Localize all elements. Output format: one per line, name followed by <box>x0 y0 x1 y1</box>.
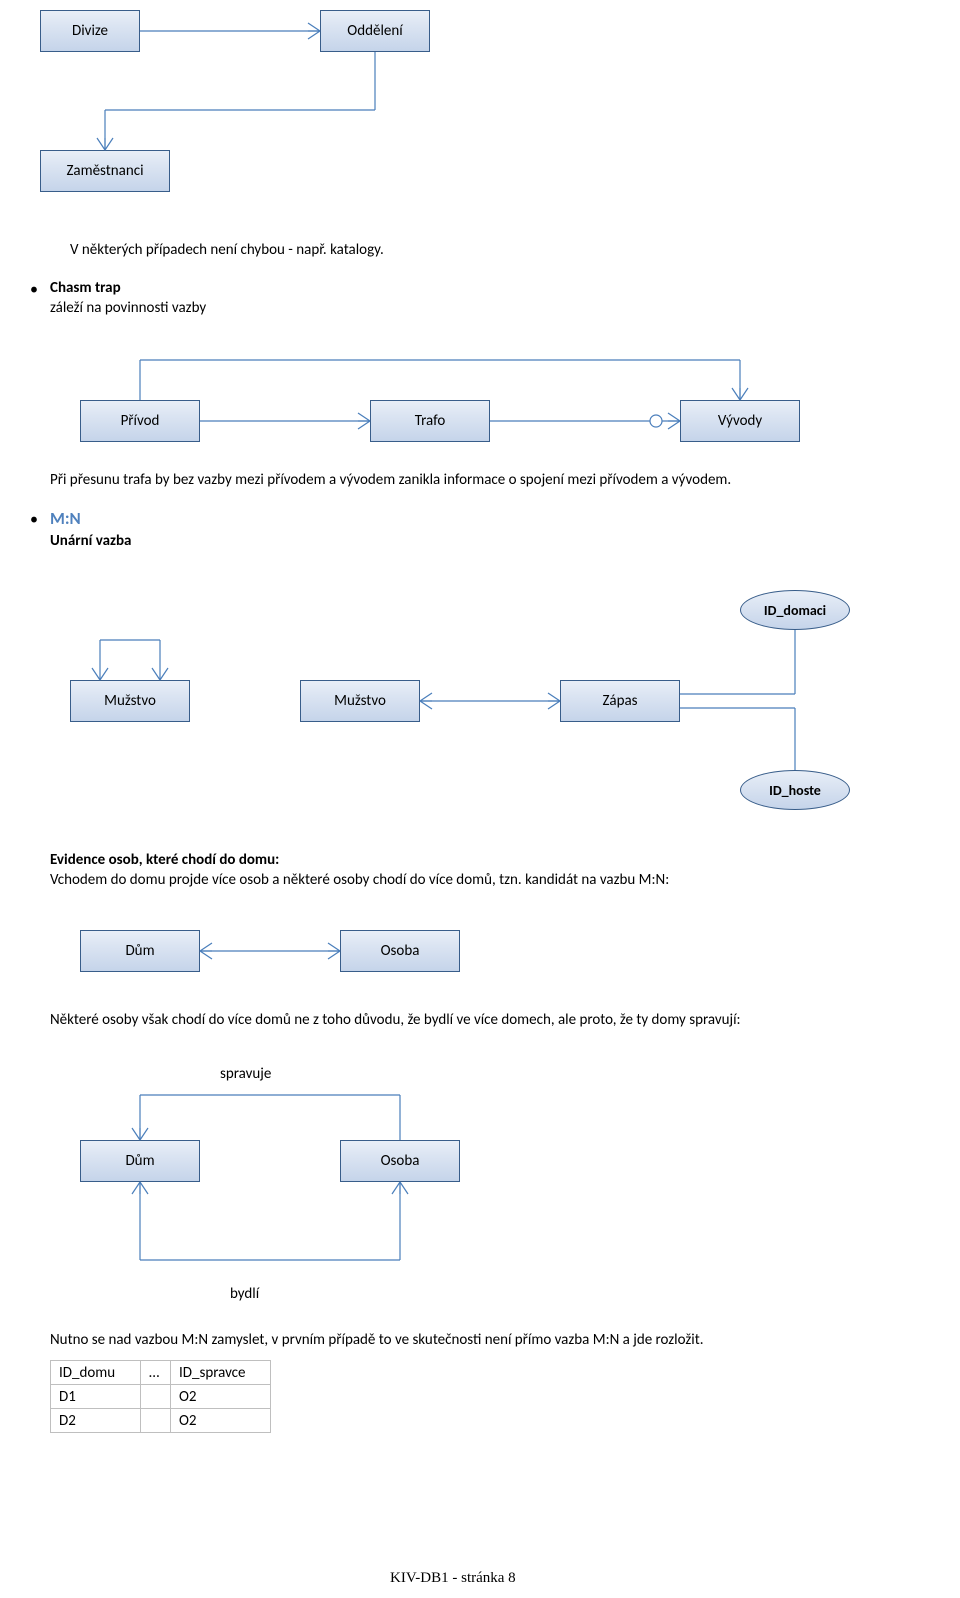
footer-text: KIV-DB1 - stránka 8 <box>390 1570 516 1586</box>
heading-chasm: Chasm trap záleží na povinnosti vazby <box>50 278 206 319</box>
label-zamestnanci: Zaměstnanci <box>66 162 143 180</box>
label-zapas: Zápas <box>602 692 637 710</box>
attr-id-hoste: ID_hoste <box>740 770 850 810</box>
para1-text: V některých případech není chybou - např… <box>70 241 384 259</box>
mn-subtitle: Unární vazba <box>50 532 131 550</box>
entity-divize: Divize <box>40 10 140 52</box>
entity-zapas: Zápas <box>560 680 680 722</box>
para-nektere: Některé osoby však chodí do více domů ne… <box>50 1010 930 1030</box>
attr-id-domaci: ID_domaci <box>740 590 850 630</box>
entity-zamestnanci: Zaměstnanci <box>40 150 170 192</box>
chasm-title: Chasm trap <box>50 279 121 297</box>
bullet-mn: • <box>30 510 38 529</box>
para3-text: Některé osoby však chodí do více domů ne… <box>50 1011 741 1029</box>
para-nekterych: V některých případech není chybou - např… <box>70 240 384 260</box>
label-bydli: bydlí <box>230 1285 259 1303</box>
entity-dum-2: Dům <box>80 1140 200 1182</box>
entity-trafo: Trafo <box>370 400 490 442</box>
table-row: D1 O2 <box>51 1385 271 1409</box>
connector-d5 <box>0 0 600 1320</box>
chasm-subtitle: záleží na povinnosti vazby <box>50 299 206 317</box>
label-vyvody: Vývody <box>718 412 762 430</box>
entity-privod: Přívod <box>80 400 200 442</box>
evidence-title: Evidence osob, které chodí do domu: <box>50 851 279 869</box>
label-osoba-2: Osoba <box>381 1152 420 1170</box>
entity-osoba-1: Osoba <box>340 930 460 972</box>
cell-1-1 <box>141 1409 171 1433</box>
label-oddeleni: Oddělení <box>347 22 402 40</box>
cell-1-2: O2 <box>171 1409 271 1433</box>
entity-muzstvo-2: Mužstvo <box>300 680 420 722</box>
th-2: ID_spravce <box>171 1361 271 1385</box>
th-0: ID_domu <box>51 1361 141 1385</box>
para-presun: Při přesunu trafa by bez vazby mezi přív… <box>50 470 920 490</box>
bullet-chasm: • <box>30 280 38 299</box>
table-row: D2 O2 <box>51 1409 271 1433</box>
cell-0-2: O2 <box>171 1385 271 1409</box>
entity-dum-1: Dům <box>80 930 200 972</box>
label-privod: Přívod <box>121 412 160 430</box>
label-trafo: Trafo <box>415 412 446 430</box>
para2-text: Při přesunu trafa by bez vazby mezi přív… <box>50 471 731 489</box>
page: Divize Oddělení Zaměstnanci V některých … <box>0 0 960 1598</box>
label-dum-2: Dům <box>125 1152 154 1170</box>
evidence-block: Evidence osob, které chodí do domu: Vcho… <box>50 850 930 891</box>
heading-mn: M:N Unární vazba <box>50 508 131 551</box>
cell-0-0: D1 <box>51 1385 141 1409</box>
label-divize: Divize <box>72 22 108 40</box>
label-id-hoste: ID_hoste <box>769 782 821 799</box>
th-1: … <box>141 1361 171 1385</box>
label-muzstvo-2: Mužstvo <box>334 692 386 710</box>
table-header-row: ID_domu … ID_spravce <box>51 1361 271 1385</box>
cell-1-0: D2 <box>51 1409 141 1433</box>
entity-muzstvo-1: Mužstvo <box>70 680 190 722</box>
mn-title: M:N <box>50 508 81 529</box>
label-id-domaci: ID_domaci <box>764 602 826 619</box>
label-dum-1: Dům <box>125 942 154 960</box>
label-osoba-1: Osoba <box>381 942 420 960</box>
label-spravuje: spravuje <box>220 1065 271 1083</box>
label-muzstvo-1: Mužstvo <box>104 692 156 710</box>
cell-0-1 <box>141 1385 171 1409</box>
para-nutno: Nutno se nad vazbou M:N zamyslet, v prvn… <box>50 1330 930 1350</box>
page-footer: KIV-DB1 - stránka 8 <box>390 1570 516 1587</box>
para4-text: Nutno se nad vazbou M:N zamyslet, v prvn… <box>50 1331 704 1349</box>
entity-osoba-2: Osoba <box>340 1140 460 1182</box>
id-table: ID_domu … ID_spravce D1 O2 D2 O2 <box>50 1360 271 1433</box>
evidence-text: Vchodem do domu projde více osob a někte… <box>50 871 669 889</box>
entity-vyvody: Vývody <box>680 400 800 442</box>
entity-oddeleni: Oddělení <box>320 10 430 52</box>
